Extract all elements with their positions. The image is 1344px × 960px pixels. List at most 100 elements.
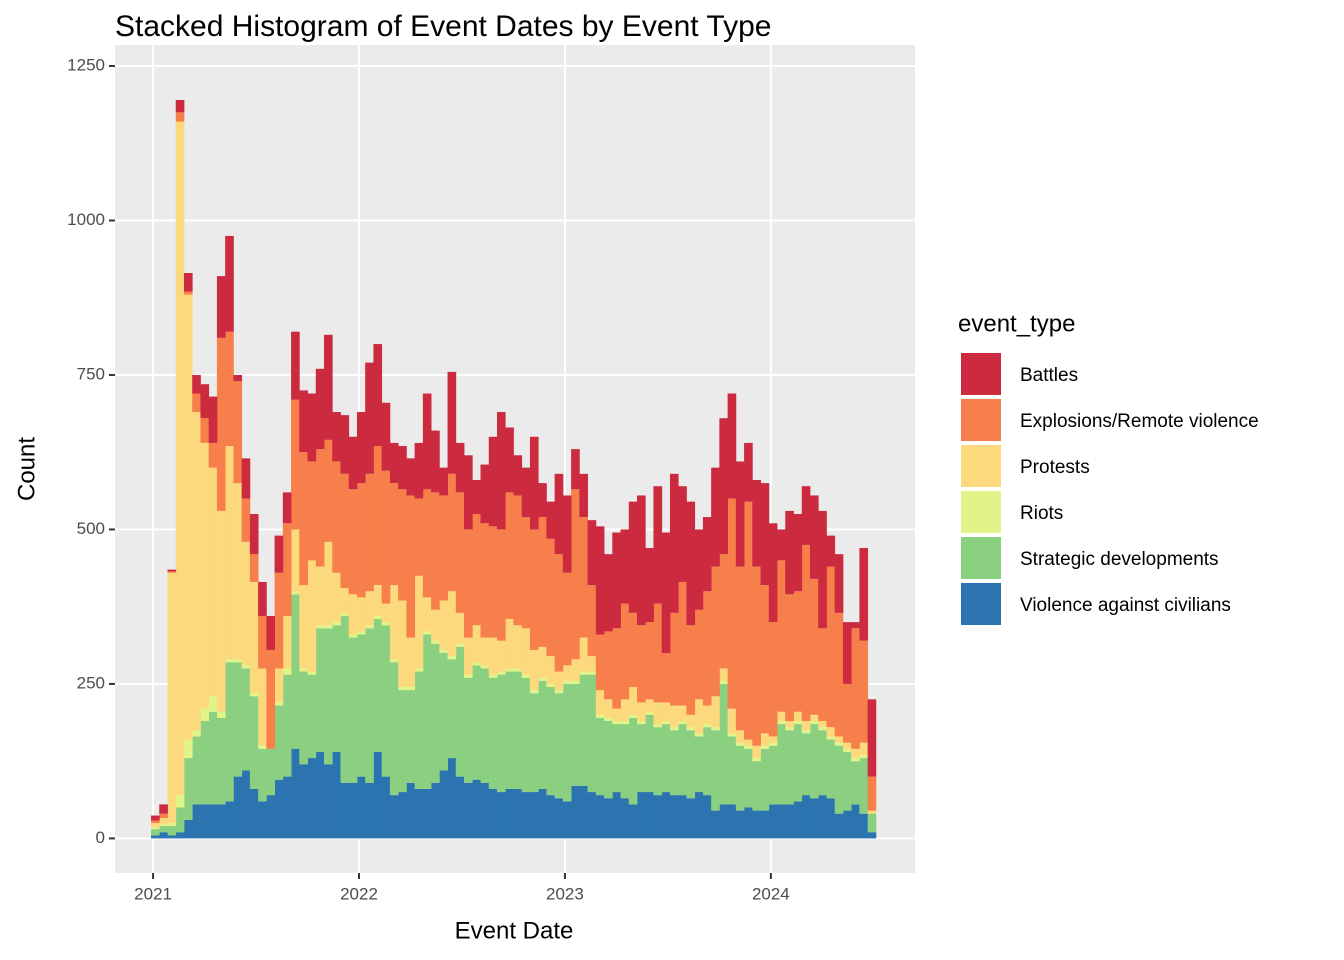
bar-segment [299, 585, 308, 669]
bar-segment [628, 612, 638, 688]
bar-segment [159, 813, 168, 819]
bar-segment [365, 628, 374, 783]
bar-segment [801, 733, 811, 796]
bar-segment [579, 517, 588, 638]
bar-segment [760, 585, 770, 734]
bar-segment [645, 547, 654, 623]
bar-segment [249, 693, 259, 697]
bar-segment [505, 492, 514, 620]
bar-segment [348, 634, 358, 638]
bar-segment [151, 835, 160, 839]
bar-segment [258, 745, 267, 749]
bar-segment [381, 776, 391, 839]
bar-segment [233, 662, 243, 777]
bar-segment [867, 810, 877, 814]
bar-segment [678, 581, 687, 706]
bar-segment [340, 615, 350, 783]
bar-segment [785, 510, 794, 595]
bar-segment [356, 634, 366, 777]
bar-segment [340, 612, 350, 616]
bar-segment [620, 798, 630, 839]
bar-segment [645, 622, 654, 700]
bar-segment [398, 600, 407, 688]
legend-label: Violence against civilians [1020, 595, 1231, 616]
bar-segment [447, 473, 457, 592]
bar-segment [620, 529, 630, 604]
bar-segment [851, 628, 860, 749]
bar-segment [661, 653, 671, 703]
bar-segment [809, 720, 819, 725]
bar-segment [348, 782, 358, 839]
bar-segment [735, 730, 745, 743]
bar-segment [777, 720, 786, 725]
bar-segment [274, 668, 284, 703]
bar-segment [455, 612, 465, 644]
bar-segment [496, 674, 506, 793]
bar-segment [422, 597, 432, 632]
bar-segment [669, 705, 679, 728]
bar-segment [315, 368, 325, 450]
bar-segment [587, 792, 597, 839]
bar-segment [719, 680, 729, 684]
bar-segment [513, 625, 523, 669]
bar-segment [793, 591, 803, 712]
bar-segment [159, 826, 168, 833]
bar-segment [373, 619, 383, 752]
bar-segment [340, 473, 350, 589]
bar-segment [258, 615, 267, 669]
bar-segment [431, 492, 440, 610]
bar-segment [208, 467, 218, 697]
bar-segment [579, 785, 588, 839]
bar-segment [233, 659, 243, 663]
bar-segment [464, 677, 473, 783]
bar-segment [727, 733, 737, 737]
bar-segment [356, 631, 366, 635]
legend-key [959, 489, 1003, 535]
bar-segment [332, 412, 341, 462]
bar-segment [702, 795, 712, 839]
bar-segment [834, 813, 844, 839]
bar-segment [735, 742, 745, 746]
bar-segment [579, 674, 588, 786]
bar-segment [439, 495, 448, 601]
bar-segment [653, 486, 663, 604]
bar-segment [686, 714, 696, 728]
bar-segment [208, 396, 218, 443]
bar-segment [324, 764, 333, 839]
bar-segment [554, 693, 564, 799]
bar-segment [175, 832, 185, 839]
bar-segment [637, 792, 646, 839]
bar-segment [801, 795, 811, 839]
bar-segment [455, 492, 465, 613]
chart-title: Stacked Histogram of Event Dates by Even… [115, 10, 771, 43]
bar-segment [752, 758, 761, 762]
bar-segment [834, 554, 844, 613]
bar-segment [669, 473, 679, 613]
bar-segment [768, 804, 778, 839]
y-tick-label: 1250 [67, 55, 105, 74]
bar-segment [554, 671, 564, 691]
bar-segment [809, 495, 819, 579]
bar-segment [620, 699, 630, 721]
bar-segment [159, 832, 168, 839]
legend-label: Strategic developments [1020, 549, 1219, 570]
bar-segment [208, 696, 218, 712]
bar-segment [200, 804, 210, 839]
bar-segment [480, 464, 490, 524]
bar-segment [604, 699, 613, 718]
bar-segment [612, 724, 621, 793]
bar-segment [216, 276, 226, 338]
bar-segment [538, 680, 547, 789]
bar-segment [513, 455, 523, 496]
bar-segment [785, 727, 794, 731]
bar-segment [192, 393, 201, 413]
bar-segment [274, 535, 284, 573]
bar-segment [711, 727, 720, 731]
bar-segment [669, 730, 679, 796]
bar-segment [291, 748, 300, 839]
bar-segment [571, 449, 580, 490]
bar-segment [834, 612, 844, 737]
bar-segment [274, 779, 284, 839]
bar-segment [291, 591, 300, 595]
bar-segment [464, 637, 473, 675]
